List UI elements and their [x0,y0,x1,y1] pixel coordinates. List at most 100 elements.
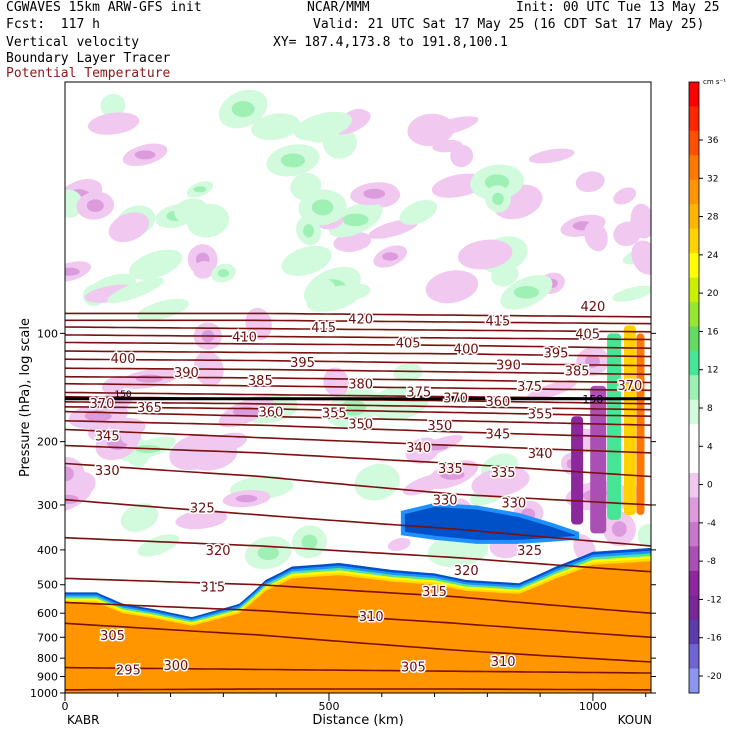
theta-label: 405 [575,327,600,342]
theta-label: 305 [401,661,426,676]
theta-label: 420 [581,300,606,315]
w-shade-cell [528,148,575,164]
w-shade-cell [631,240,651,275]
colorbar-tick-label: 20 [707,289,719,299]
colorbar-swatch [689,326,699,352]
w-shade-cell [526,379,577,401]
theta-contour [65,410,651,426]
colorbar-swatch [689,130,699,156]
theta-label: 320 [454,564,479,579]
theta-label: 390 [174,366,199,381]
w-shade-core [235,494,258,503]
w-shade-cell [128,249,183,280]
theta-contour [65,406,651,417]
theta-label: 350 [348,417,373,432]
colorbar-tick-label: 24 [707,251,719,261]
w-shade-core [342,213,369,227]
header-valid: Valid: 21 UTC Sat 17 May 25 (16 CDT Sat … [313,17,705,32]
w-shade-core [492,192,504,206]
theta-label: 315 [422,585,447,600]
colorbar-tick-label: 12 [707,366,718,376]
theta-label: 380 [348,378,373,393]
theta-label: 355 [322,407,347,422]
header-field1: Vertical velocity [6,35,140,50]
w-shade-cell [120,503,159,532]
w-shade-cell [315,279,336,298]
theta-contour [65,326,651,333]
colorbar-swatch [689,301,699,327]
theta-label: 340 [406,441,431,456]
theta-contour [65,601,651,639]
w-shade-core [86,199,104,212]
w-shade-cell [175,509,228,530]
theta-contour [65,462,651,506]
colorbar-tick-label: 28 [707,213,719,223]
colorbar-swatch [689,521,699,547]
theta-label: 350 [427,419,452,434]
theta-contour [65,375,651,384]
w-shade-core [484,174,510,191]
theta-contour [65,319,651,325]
header-init: Init: 00 UTC Tue 13 May 25 [516,0,720,15]
x-tick-label: 1000 [579,700,607,713]
w-shade-cell [136,298,190,321]
theta-label: 330 [95,464,120,479]
colorbar-swatch [689,155,699,181]
colorbar-tick-label: 32 [707,174,718,184]
w-shade-cell [174,198,209,224]
y-tick-label: 1000 [30,687,58,700]
theta-label: 420 [348,313,373,328]
x-axis-label: Distance (km) [312,713,403,728]
w-shade-cell [107,277,164,304]
elevated-tracer-layer [400,502,580,544]
w-shade-cell [281,245,332,276]
theta-label: 310 [359,610,384,625]
colorbar-swatch [689,570,699,596]
colorbar-swatch [689,277,699,303]
theta-label: 310 [491,655,516,670]
theta-label: 340 [528,447,553,462]
w-shade-cell [323,367,349,397]
w-shade-core [134,150,156,160]
colorbar-frame [688,81,700,694]
w-shade-cell [584,221,608,252]
theta-label: 370 [443,392,468,407]
w-shade-core [513,286,539,299]
w-shade-cell [491,264,519,287]
theta-label: 360 [258,406,283,421]
y-tick-label: 500 [37,579,58,592]
w-plume [590,385,607,534]
theta-label: 330 [433,494,458,509]
w-shade-core [382,252,399,261]
w-shade-cell [613,187,637,205]
theta-label: 330 [501,496,526,511]
theta-label: 335 [491,466,516,481]
theta-label: 400 [111,352,136,367]
w-shade-cell [399,199,438,225]
theta-label: 370 [90,397,115,412]
w-shade-core [311,199,334,216]
y-tick-label: 400 [37,544,58,557]
w-shade-cell [354,463,400,501]
x-tick-label: 500 [318,700,339,713]
theta-contour [65,536,651,573]
theta-contour [65,312,651,318]
colorbar-swatch [689,399,699,425]
theta-contour [65,498,651,547]
w-shade-core [363,188,386,199]
colorbar-tick-label: 8 [707,404,713,414]
w-shade-cell [206,432,248,453]
colorbar-tick-label: 0 [707,481,713,491]
colorbar-swatch [689,497,699,523]
theta-contour [65,367,651,376]
w-shade-core [65,466,74,482]
x-tick-label: 0 [62,700,69,713]
w-shade-cell [245,307,272,340]
theta-label: 395 [290,356,315,371]
theta-label: 385 [248,374,273,389]
theta-contour [65,358,651,367]
colorbar-swatch [689,82,699,107]
y-tick-label: 800 [37,652,58,665]
theta-contour [65,666,651,674]
header-xy: XY= 187.4,173.8 to 191.8,100.1 [273,35,508,50]
